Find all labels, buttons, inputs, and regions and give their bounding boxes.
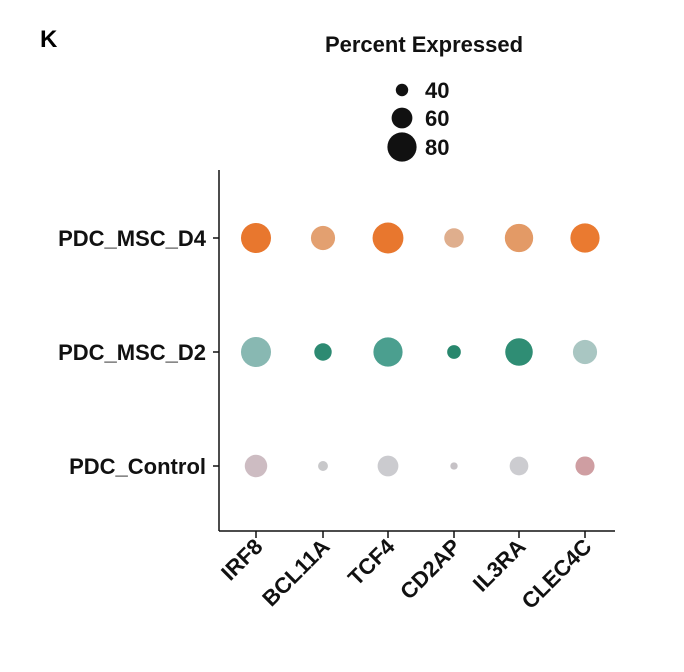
dot-PDC_MSC_D2-IRF8 xyxy=(240,336,272,368)
legend: Percent Expressed 40 60 80 xyxy=(325,32,523,162)
x-tick-label: CLEC4C xyxy=(517,534,597,614)
y-tick-label: PDC_Control xyxy=(69,454,206,479)
panel-label: K xyxy=(40,26,58,53)
dot-PDC_MSC_D4-CLEC4C xyxy=(570,223,600,253)
dots-layer xyxy=(240,222,600,478)
y-axis: PDC_MSC_D4 PDC_MSC_D2 PDC_Control xyxy=(58,226,219,479)
legend-size-60 xyxy=(391,107,413,129)
legend-size-40 xyxy=(395,83,409,97)
x-tick-label: BCL11A xyxy=(257,534,334,611)
y-tick-label: PDC_MSC_D4 xyxy=(58,226,207,251)
dot-PDC_Control-IL3RA xyxy=(509,456,529,476)
dot-PDC_MSC_D4-CD2AP xyxy=(444,228,464,248)
dot-PDC_Control-IRF8 xyxy=(244,454,268,478)
dot-PDC_Control-CD2AP xyxy=(450,462,458,470)
x-tick-label: IRF8 xyxy=(216,534,267,585)
dot-PDC_Control-BCL11A xyxy=(318,461,328,471)
dot-PDC_MSC_D4-TCF4 xyxy=(372,222,404,254)
dot-PDC_MSC_D2-TCF4 xyxy=(373,337,403,367)
legend-label-60: 60 xyxy=(425,106,449,131)
dot-PDC_MSC_D4-IL3RA xyxy=(504,223,534,253)
legend-label-80: 80 xyxy=(425,135,449,160)
x-tick-label: IL3RA xyxy=(468,534,531,597)
dot-PDC_MSC_D2-CLEC4C xyxy=(572,339,598,365)
legend-label-40: 40 xyxy=(425,78,449,103)
dot-PDC_Control-TCF4 xyxy=(377,455,399,477)
x-tick-label: TCF4 xyxy=(343,533,400,590)
dot-PDC_MSC_D2-CD2AP xyxy=(447,345,461,359)
dot-PDC_Control-CLEC4C xyxy=(575,456,595,476)
dot-PDC_MSC_D2-IL3RA xyxy=(505,338,533,366)
legend-size-80 xyxy=(387,132,417,162)
legend-title: Percent Expressed xyxy=(325,32,523,57)
x-tick-label: CD2AP xyxy=(395,534,465,604)
dot-PDC_MSC_D2-BCL11A xyxy=(314,343,332,361)
dot-PDC_MSC_D4-BCL11A xyxy=(310,225,336,251)
dot-PDC_MSC_D4-IRF8 xyxy=(240,222,272,254)
y-tick-label: PDC_MSC_D2 xyxy=(58,340,206,365)
